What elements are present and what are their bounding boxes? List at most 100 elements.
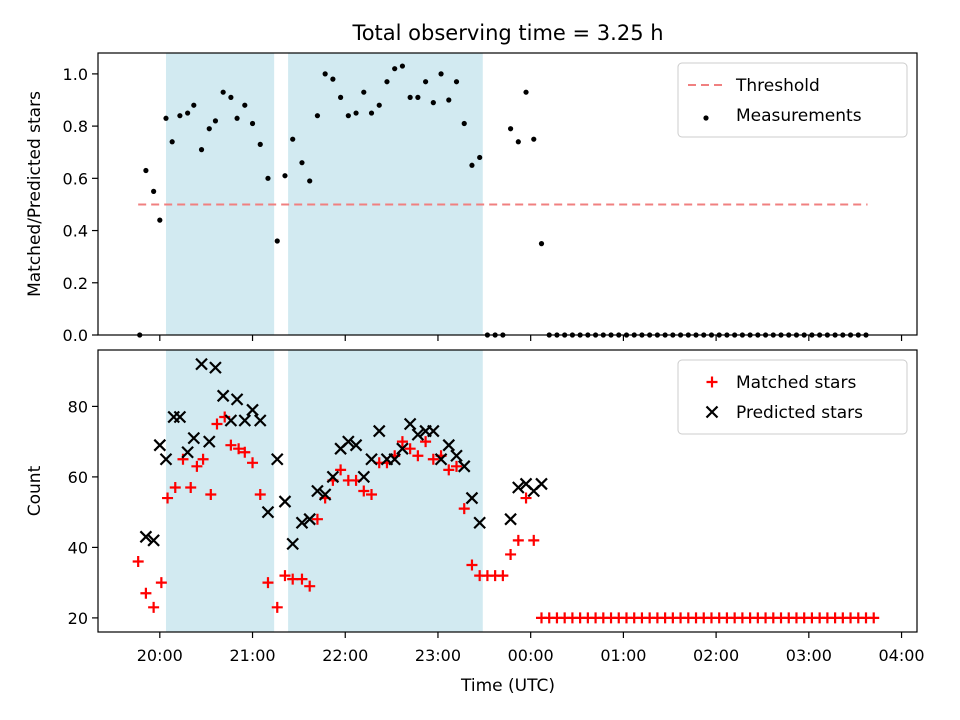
matched-stars-point [505, 548, 517, 560]
matched-stars-point [279, 570, 291, 582]
x-tick-label: 02:00 [693, 646, 739, 665]
predicted-stars-point [159, 452, 173, 466]
matched-stars-point [155, 577, 167, 589]
x-tick-label: 01:00 [600, 646, 646, 665]
matched-stars-point [191, 460, 203, 472]
matched-stars-point [185, 481, 197, 493]
matched-stars-point [247, 457, 259, 469]
measurement-point [453, 79, 460, 85]
measurement-point [507, 126, 514, 132]
x-axis-label: Time (UTC) [460, 676, 555, 696]
measurement-point [330, 76, 336, 82]
measurement-point [242, 102, 248, 108]
measurement-point [415, 94, 421, 100]
measurement-point [407, 94, 413, 100]
measurement-point [265, 175, 271, 181]
legend-predicted-swatch [705, 405, 719, 419]
y-tick-label: 0.8 [63, 117, 88, 136]
matched-stars-point [497, 570, 509, 582]
matched-stars-point [443, 464, 455, 476]
matched-stars-point [262, 577, 274, 589]
predicted-stars-point [147, 534, 160, 547]
matched-stars-point [396, 436, 408, 448]
predicted-stars-point [512, 481, 525, 494]
matched-stars-point [335, 464, 347, 476]
predicted-stars-point [253, 414, 267, 427]
measurement-point [191, 102, 197, 108]
measurement-point [423, 79, 429, 85]
measurement-point [212, 118, 219, 124]
matched-stars-point [420, 436, 432, 448]
top-panel: 0.0 0.2 0.4 0.6 0.8 1.0 Matched/Predicted star… [25, 52, 918, 345]
legend-box [677, 62, 908, 138]
measurement-point [353, 110, 359, 116]
y-tick-label: 60 [68, 468, 88, 487]
x-tick-label: 03:00 [786, 646, 832, 665]
x-tick-label: 00:00 [508, 646, 554, 665]
predicted-stars-point [181, 445, 194, 459]
measurement-point [376, 102, 382, 108]
matched-stars-point [451, 460, 463, 472]
measurement-point [461, 120, 467, 127]
predicted-stars-point [357, 470, 371, 484]
legend-label: Threshold [735, 76, 820, 96]
predicted-stars-point [411, 428, 425, 441]
matched-stars-point [458, 503, 470, 515]
legend: Threshold Measurements [677, 62, 908, 138]
predicted-stars-point [195, 357, 208, 371]
predicted-stars-point [434, 452, 448, 466]
y-tick-label: 1.0 [63, 65, 88, 84]
shaded-interval [165, 53, 275, 335]
measurement-point [307, 178, 313, 184]
predicted-stars-point [473, 516, 486, 530]
shaded-interval [288, 53, 483, 335]
y-tick-label: 40 [68, 538, 88, 557]
predicted-stars-point [261, 505, 275, 519]
predicted-stars-point [403, 417, 417, 431]
measurement-point [392, 66, 398, 72]
legend-label: Predicted stars [736, 403, 863, 423]
y-tick-label: 0.6 [63, 169, 88, 188]
matched-stars-point [140, 587, 152, 599]
legend-box [677, 359, 908, 435]
predicted-stars-point [139, 530, 153, 544]
measurement-point [538, 241, 545, 247]
predicted-stars-point [286, 537, 299, 551]
bottom-panel: 20 40 60 80 20:00 21:00 22:00 23:00 00:00 01:00 02… [25, 349, 925, 665]
measurement-point [257, 141, 263, 147]
predicted-stars-point [342, 435, 355, 448]
matched-stars-point [254, 489, 266, 501]
legend-label: Measurements [736, 106, 862, 126]
matched-stars-point [225, 439, 237, 451]
measurement-point [399, 63, 406, 69]
predicted-stars-point [216, 389, 230, 403]
predicted-stars-point [230, 393, 244, 406]
matched-stars-point [296, 573, 308, 585]
measurement-point [322, 71, 328, 77]
matched-stars-point [520, 492, 532, 504]
measurement-point [290, 136, 296, 142]
measurement-point [282, 173, 288, 179]
predicted-stars-point [504, 512, 517, 526]
measurement-point [314, 113, 321, 119]
predicted-stars-point [450, 449, 463, 463]
legend-matched-swatch [706, 376, 718, 388]
measurement-point [515, 139, 521, 145]
matched-stars-point [239, 446, 251, 458]
predicted-stars-point [388, 452, 401, 466]
measurement-point [384, 79, 390, 85]
measurement-point [198, 147, 205, 153]
predicted-stars-point [224, 414, 238, 427]
predicted-stars-point [238, 414, 252, 427]
matched-stars-point [404, 443, 416, 455]
measurement-point [143, 167, 149, 174]
x-tick-label: 20:00 [137, 646, 183, 665]
measurement-point [477, 154, 483, 161]
y-axis-label: Count [25, 465, 45, 516]
predicted-stars-point [303, 512, 316, 526]
matched-stars-point [528, 534, 540, 546]
measurement-point [446, 97, 452, 103]
matched-stars-point [412, 450, 424, 462]
predicted-stars-point [246, 403, 259, 417]
measurement-point [249, 120, 256, 127]
